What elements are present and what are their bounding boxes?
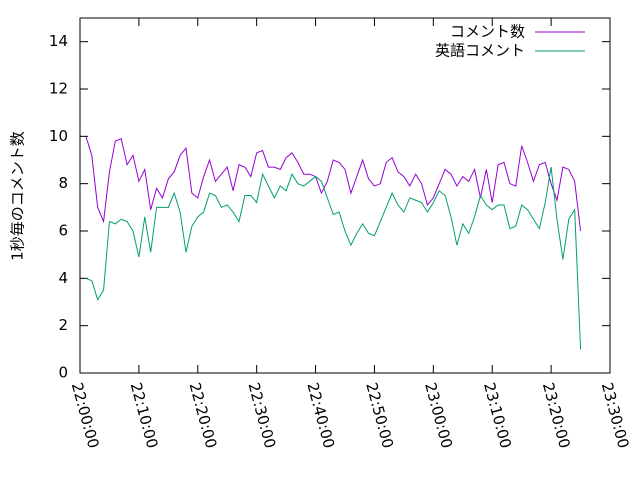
x-tick-label: 22:30:00 xyxy=(244,381,279,451)
x-tick-label: 22:00:00 xyxy=(68,381,103,451)
x-tick-label: 22:10:00 xyxy=(127,381,162,451)
y-tick-label: 2 xyxy=(58,316,68,334)
x-tick-label: 23:00:00 xyxy=(421,381,456,451)
y-tick-label: 8 xyxy=(58,174,68,192)
series-line xyxy=(85,167,582,350)
y-tick-label: 14 xyxy=(49,32,68,50)
y-tick-label: 6 xyxy=(58,222,68,240)
x-tick-label: 22:20:00 xyxy=(186,381,221,451)
plot-frame xyxy=(79,17,611,374)
legend-label: 英語コメント xyxy=(435,42,525,60)
x-tick-label: 23:10:00 xyxy=(480,381,515,451)
y-tick-label: 4 xyxy=(58,269,68,287)
x-tick-label: 22:40:00 xyxy=(303,381,338,451)
legend-label: コメント数 xyxy=(450,23,525,41)
x-tick-label: 22:50:00 xyxy=(362,381,397,451)
y-axis-label: 1秒毎のコメント数 xyxy=(9,131,27,261)
series-line xyxy=(85,136,582,232)
y-tick-label: 0 xyxy=(58,364,68,382)
x-tick-label: 23:30:00 xyxy=(598,381,633,451)
y-tick-label: 10 xyxy=(49,127,68,145)
y-tick-label: 12 xyxy=(49,80,68,98)
x-tick-label: 23:20:00 xyxy=(539,381,574,451)
